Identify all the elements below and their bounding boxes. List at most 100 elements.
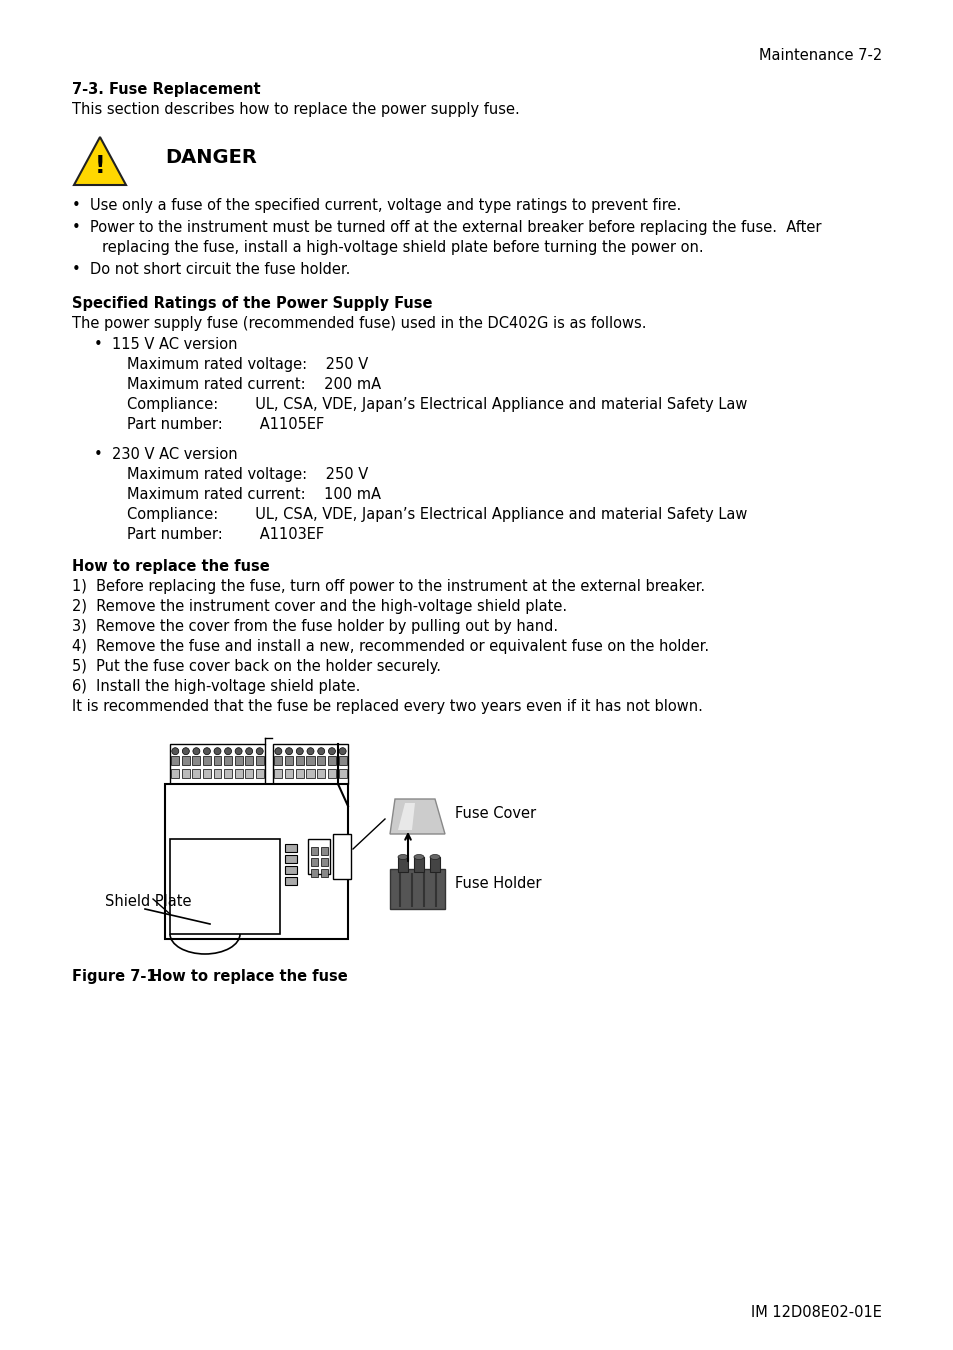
Bar: [285, 769, 293, 778]
Bar: [333, 834, 351, 879]
Bar: [170, 744, 265, 784]
Bar: [203, 769, 211, 778]
Bar: [224, 756, 232, 765]
Circle shape: [224, 748, 232, 755]
Bar: [203, 756, 211, 765]
Bar: [255, 756, 263, 765]
Circle shape: [274, 748, 281, 755]
Text: •  Power to the instrument must be turned off at the external breaker before rep: • Power to the instrument must be turned…: [71, 220, 821, 235]
Bar: [170, 838, 280, 934]
Bar: [234, 769, 242, 778]
Circle shape: [296, 748, 303, 755]
Bar: [397, 857, 408, 872]
Text: 5)  Put the fuse cover back on the holder securely.: 5) Put the fuse cover back on the holder…: [71, 659, 440, 674]
Bar: [285, 865, 296, 873]
Bar: [274, 769, 282, 778]
Circle shape: [203, 748, 211, 755]
Polygon shape: [390, 799, 444, 834]
Text: Figure 7-1.: Figure 7-1.: [71, 969, 162, 984]
Circle shape: [328, 748, 335, 755]
Bar: [213, 769, 221, 778]
Bar: [430, 857, 439, 872]
Text: Fuse Cover: Fuse Cover: [455, 806, 536, 822]
Text: Maximum rated voltage:    250 V: Maximum rated voltage: 250 V: [127, 356, 368, 373]
Bar: [316, 756, 325, 765]
Bar: [338, 756, 346, 765]
Bar: [285, 878, 296, 886]
Bar: [182, 769, 190, 778]
Bar: [193, 769, 200, 778]
Ellipse shape: [430, 855, 439, 860]
Circle shape: [193, 748, 200, 755]
Circle shape: [172, 748, 178, 755]
Text: The power supply fuse (recommended fuse) used in the DC402G is as follows.: The power supply fuse (recommended fuse)…: [71, 316, 646, 331]
Circle shape: [213, 748, 221, 755]
Bar: [328, 756, 335, 765]
Text: •  Do not short circuit the fuse holder.: • Do not short circuit the fuse holder.: [71, 262, 350, 277]
Bar: [182, 756, 190, 765]
Text: Maintenance 7-2: Maintenance 7-2: [758, 49, 882, 63]
Bar: [316, 769, 325, 778]
Bar: [390, 869, 444, 909]
Bar: [274, 756, 282, 765]
Text: Compliance:        UL, CSA, VDE, Japan’s Electrical Appliance and material Safet: Compliance: UL, CSA, VDE, Japan’s Electr…: [127, 397, 746, 412]
Bar: [308, 838, 330, 873]
Bar: [172, 769, 179, 778]
Text: IM 12D08E02-01E: IM 12D08E02-01E: [750, 1305, 882, 1320]
Text: 7-3. Fuse Replacement: 7-3. Fuse Replacement: [71, 82, 260, 97]
Bar: [172, 756, 179, 765]
Bar: [295, 756, 303, 765]
Circle shape: [317, 748, 324, 755]
Bar: [320, 869, 328, 878]
Text: Maximum rated voltage:    250 V: Maximum rated voltage: 250 V: [127, 467, 368, 482]
Circle shape: [285, 748, 293, 755]
Text: replacing the fuse, install a high-voltage shield plate before turning the power: replacing the fuse, install a high-volta…: [102, 240, 703, 255]
Bar: [311, 859, 317, 865]
Text: •  Use only a fuse of the specified current, voltage and type ratings to prevent: • Use only a fuse of the specified curre…: [71, 198, 680, 213]
Text: 1)  Before replacing the fuse, turn off power to the instrument at the external : 1) Before replacing the fuse, turn off p…: [71, 579, 704, 594]
Bar: [414, 857, 423, 872]
Ellipse shape: [397, 855, 408, 860]
Bar: [165, 784, 348, 940]
Bar: [193, 756, 200, 765]
Bar: [234, 756, 242, 765]
Bar: [245, 756, 253, 765]
Bar: [320, 859, 328, 865]
Bar: [338, 769, 346, 778]
Text: Compliance:        UL, CSA, VDE, Japan’s Electrical Appliance and material Safet: Compliance: UL, CSA, VDE, Japan’s Electr…: [127, 508, 746, 522]
Text: DANGER: DANGER: [165, 148, 256, 167]
Circle shape: [182, 748, 189, 755]
Text: 3)  Remove the cover from the fuse holder by pulling out by hand.: 3) Remove the cover from the fuse holder…: [71, 620, 558, 634]
Text: How to replace the fuse: How to replace the fuse: [150, 969, 348, 984]
Circle shape: [307, 748, 314, 755]
Text: 2)  Remove the instrument cover and the high-voltage shield plate.: 2) Remove the instrument cover and the h…: [71, 599, 566, 614]
Bar: [224, 769, 232, 778]
Bar: [255, 769, 263, 778]
Ellipse shape: [414, 855, 423, 860]
Text: !: !: [94, 154, 105, 178]
Text: Fuse Holder: Fuse Holder: [455, 876, 541, 891]
Bar: [328, 769, 335, 778]
Text: Maximum rated current:    100 mA: Maximum rated current: 100 mA: [127, 487, 380, 502]
Polygon shape: [397, 803, 415, 830]
Text: •  115 V AC version: • 115 V AC version: [94, 338, 237, 352]
Text: 4)  Remove the fuse and install a new, recommended or equivalent fuse on the hol: 4) Remove the fuse and install a new, re…: [71, 639, 708, 653]
Text: 6)  Install the high-voltage shield plate.: 6) Install the high-voltage shield plate…: [71, 679, 360, 694]
Text: How to replace the fuse: How to replace the fuse: [71, 559, 270, 574]
Bar: [295, 769, 303, 778]
Bar: [213, 756, 221, 765]
Bar: [285, 855, 296, 863]
Text: It is recommended that the fuse be replaced every two years even if it has not b: It is recommended that the fuse be repla…: [71, 699, 702, 714]
Polygon shape: [74, 136, 126, 185]
Text: Part number:        A1105EF: Part number: A1105EF: [127, 417, 324, 432]
Circle shape: [246, 748, 253, 755]
Circle shape: [256, 748, 263, 755]
Text: Shield Plate: Shield Plate: [105, 894, 192, 909]
Bar: [285, 844, 296, 852]
Circle shape: [338, 748, 346, 755]
Text: Specified Ratings of the Power Supply Fuse: Specified Ratings of the Power Supply Fu…: [71, 296, 432, 310]
Text: •  230 V AC version: • 230 V AC version: [94, 447, 237, 462]
Bar: [306, 769, 314, 778]
Bar: [320, 846, 328, 855]
Circle shape: [234, 748, 242, 755]
